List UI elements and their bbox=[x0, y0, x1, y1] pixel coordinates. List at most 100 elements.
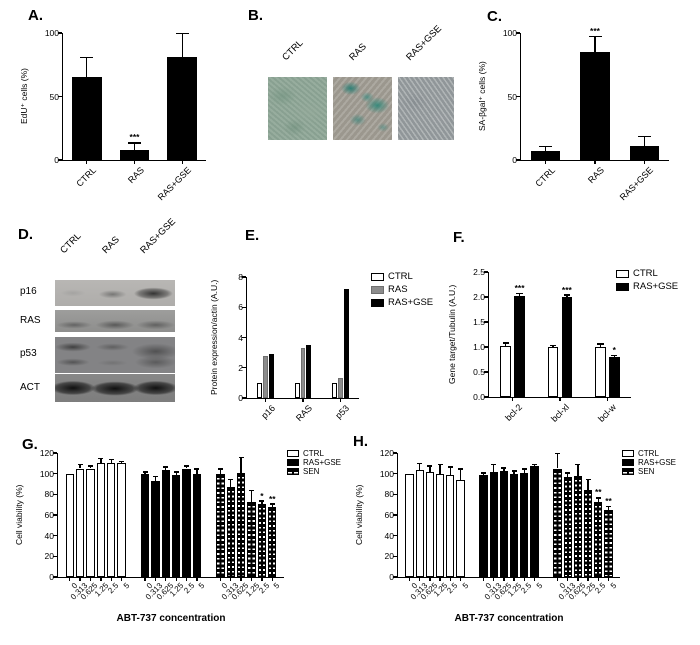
error-bar-cap bbox=[555, 452, 560, 455]
x-tick-mark bbox=[250, 577, 253, 581]
error-bar-cap bbox=[585, 478, 591, 480]
blot-row-label-act: ACT bbox=[20, 382, 40, 393]
x-axis-label: ABT-737 concentration bbox=[116, 613, 226, 624]
x-tick-mark bbox=[512, 397, 514, 401]
error-bar bbox=[503, 468, 505, 471]
legend-label: SEN bbox=[638, 467, 655, 476]
error-bar bbox=[419, 464, 421, 470]
error-bar-cap bbox=[501, 467, 507, 469]
y-tick-mark bbox=[516, 32, 520, 34]
error-bar bbox=[196, 469, 198, 474]
y-tick-label: 0 bbox=[389, 572, 394, 582]
y-tick-label: 50 bbox=[49, 91, 59, 102]
y-axis-label: Cell viability (%) bbox=[14, 484, 24, 546]
y-axis-label: Cell viability (%) bbox=[354, 484, 364, 546]
error-bar-cap bbox=[521, 468, 527, 470]
legend-swatch bbox=[287, 468, 299, 475]
error-bar bbox=[120, 462, 123, 464]
bar bbox=[573, 475, 582, 577]
bar bbox=[300, 348, 306, 398]
legend-item: RAS+GSE bbox=[287, 458, 341, 467]
error-bar bbox=[613, 356, 615, 357]
y-tick-label: 100 bbox=[379, 468, 394, 479]
x-tick-label: 2.5 bbox=[593, 581, 608, 596]
y-tick-label: 20 bbox=[384, 551, 394, 562]
bar bbox=[629, 146, 660, 160]
error-bar-cap bbox=[128, 142, 141, 144]
error-bar-cap bbox=[238, 456, 244, 459]
x-tick-mark bbox=[523, 577, 525, 581]
y-tick-mark bbox=[242, 276, 246, 278]
x-tick-mark bbox=[513, 577, 515, 581]
significance-stars: *** bbox=[561, 284, 572, 295]
error-bar bbox=[175, 472, 177, 475]
x-tick-label: bcl-w bbox=[596, 402, 619, 424]
x-tick-mark bbox=[533, 577, 536, 581]
error-bar-cap bbox=[108, 459, 114, 461]
chart-cell-viability-h: 0 20 40 60 80 100 120 Cell viability (%) ABT-737… bbox=[354, 448, 676, 624]
micrograph-label-ras: RAS bbox=[347, 41, 369, 63]
x-tick-mark bbox=[196, 577, 198, 581]
legend-swatch bbox=[616, 282, 629, 291]
error-bar bbox=[185, 466, 188, 469]
y-tick-label: 0 bbox=[49, 572, 54, 582]
blot-row-label-p53: p53 bbox=[20, 348, 37, 359]
significance-stars: *** bbox=[129, 132, 140, 143]
micrograph-ras bbox=[333, 77, 392, 140]
bar bbox=[553, 468, 562, 577]
y-tick-mark bbox=[484, 271, 488, 273]
error-bar bbox=[429, 466, 431, 472]
y-tick-mark bbox=[53, 535, 57, 537]
y-tick-label: 0.5 bbox=[473, 367, 485, 377]
y-tick-label: 40 bbox=[44, 530, 54, 541]
bar bbox=[456, 479, 465, 577]
x-tick-label: bcl-xl bbox=[549, 402, 572, 424]
legend-swatch bbox=[622, 450, 634, 457]
error-bar-cap bbox=[458, 468, 463, 470]
bar bbox=[530, 151, 561, 160]
error-bar bbox=[271, 504, 273, 507]
x-tick-label: p53 bbox=[333, 403, 352, 421]
error-bar bbox=[250, 491, 253, 502]
bar bbox=[119, 149, 150, 160]
error-bar-cap bbox=[532, 464, 537, 466]
y-tick-label: 1.0 bbox=[473, 342, 485, 352]
x-tick-label: RAS bbox=[293, 403, 315, 424]
blot-lane-label-ctrl: CTRL bbox=[58, 230, 84, 256]
significance-stars: * bbox=[612, 345, 616, 355]
bar bbox=[425, 471, 434, 577]
y-tick-label: 100 bbox=[44, 28, 59, 38]
error-bar bbox=[154, 476, 157, 481]
y-tick-mark bbox=[53, 452, 57, 454]
error-bar bbox=[533, 465, 536, 467]
x-tick-label: RAS bbox=[585, 165, 607, 186]
legend: CTRL RAS RAS+GSE bbox=[371, 271, 433, 308]
error-bar-cap bbox=[98, 458, 104, 460]
bar bbox=[263, 355, 269, 398]
legend-swatch bbox=[371, 298, 384, 307]
legend-item: CTRL bbox=[616, 268, 678, 279]
legend-swatch bbox=[371, 285, 384, 294]
error-bar bbox=[505, 343, 507, 346]
panel-label-f: F. bbox=[453, 229, 465, 246]
error-bar-cap bbox=[80, 57, 94, 59]
x-tick-mark bbox=[69, 577, 71, 581]
x-tick-mark bbox=[577, 577, 579, 581]
x-tick-mark bbox=[559, 397, 561, 401]
significance-stars: *** bbox=[514, 283, 525, 293]
legend: CTRL RAS+GSE SEN bbox=[287, 449, 341, 476]
panel-label-e: E. bbox=[245, 227, 260, 244]
bar bbox=[172, 474, 181, 577]
x-tick-mark bbox=[79, 577, 81, 581]
legend-swatch bbox=[616, 269, 629, 278]
error-bar-cap bbox=[163, 466, 169, 468]
x-tick-mark bbox=[339, 398, 341, 402]
significance-stars: ** bbox=[594, 487, 602, 498]
x-tick-mark bbox=[449, 577, 451, 581]
error-bar-cap bbox=[173, 471, 179, 473]
bar bbox=[306, 345, 312, 398]
bar bbox=[65, 473, 74, 577]
x-tick-mark bbox=[133, 160, 136, 164]
x-tick-mark bbox=[587, 577, 589, 581]
x-tick-label: 2.5 bbox=[519, 581, 534, 596]
